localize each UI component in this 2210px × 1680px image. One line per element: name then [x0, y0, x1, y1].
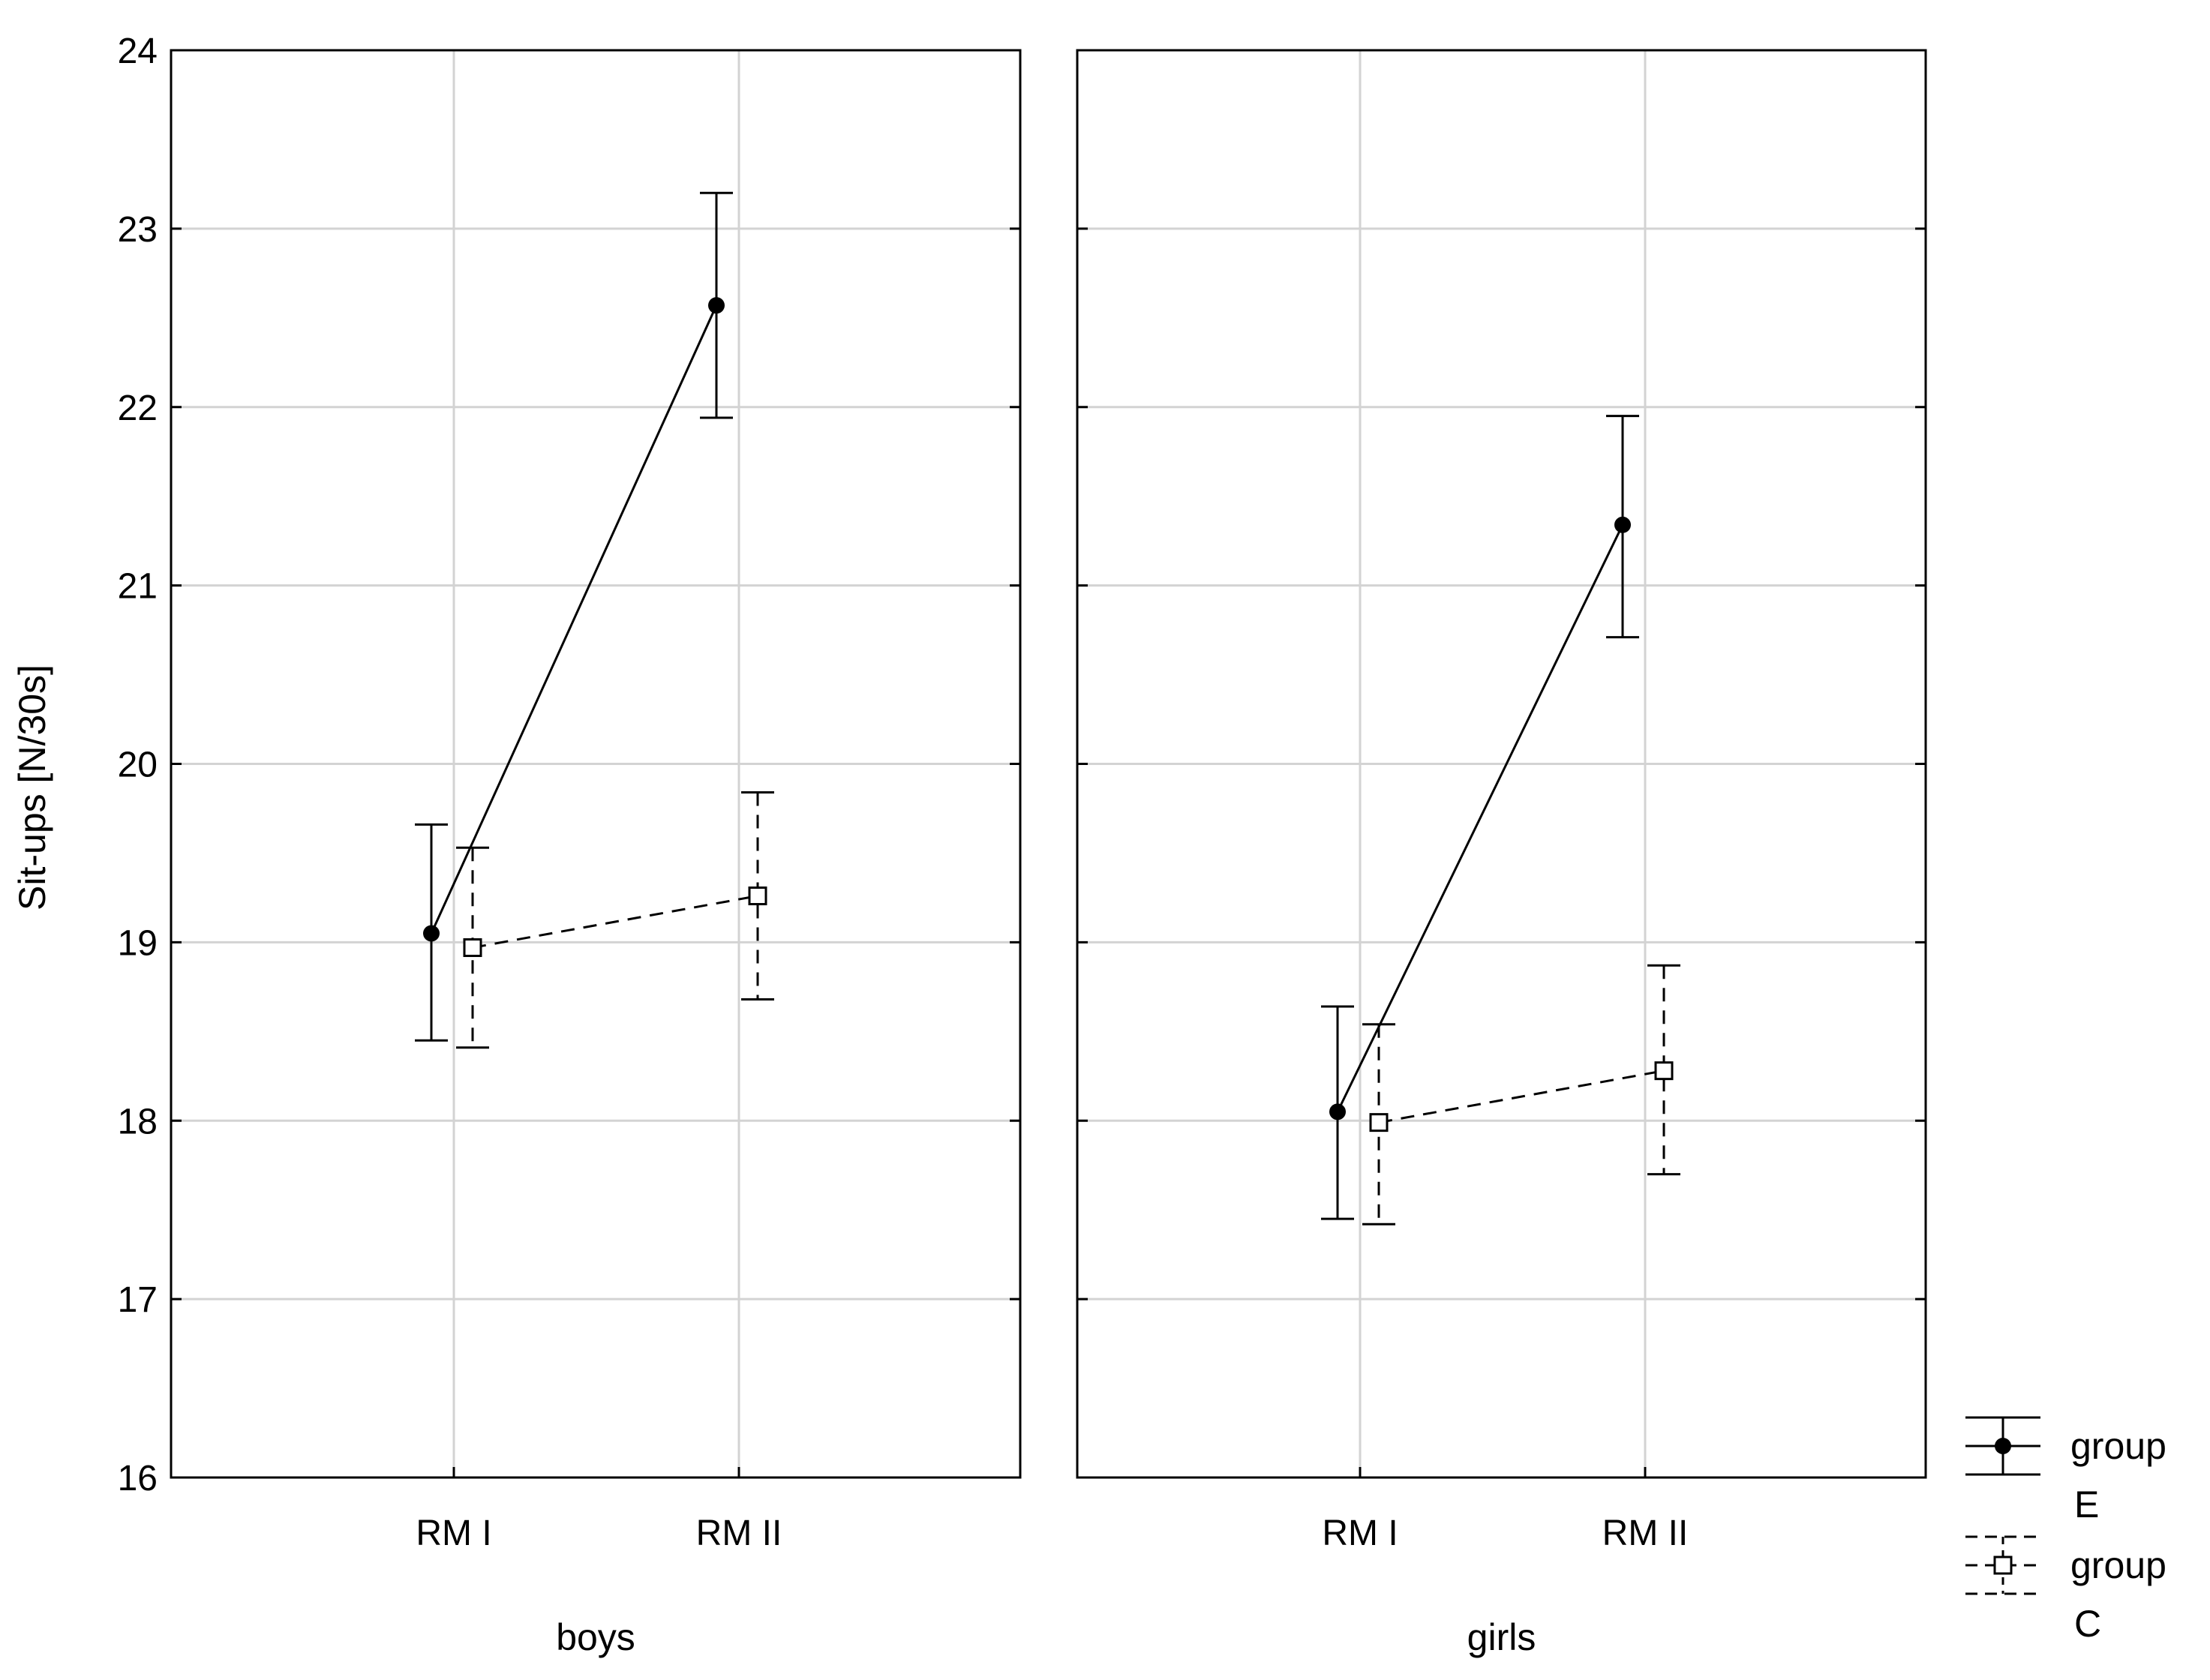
y-tick-label: 24	[118, 32, 158, 71]
legend-label: group	[2070, 1544, 2166, 1586]
data-point	[423, 925, 440, 942]
series-group-e	[1321, 415, 1639, 1220]
data-point	[1654, 1061, 1674, 1081]
y-tick-label: 22	[118, 388, 158, 428]
data-point	[1329, 1103, 1346, 1120]
series-group-c	[1362, 964, 1680, 1226]
data-point	[748, 886, 767, 906]
panel-label: boys	[556, 1616, 635, 1658]
panel-1: 16 17 18 19 20 21 22 23 24 RM I RM II boys	[118, 32, 1022, 1658]
panel-2: RM I RM II girls	[1076, 49, 1927, 1658]
x-tick-label: RM II	[1602, 1514, 1689, 1553]
series-line	[472, 895, 758, 949]
series-line	[430, 304, 718, 934]
data-point	[463, 938, 482, 958]
y-tick-label: 20	[118, 746, 158, 785]
y-axis-label: Sit-ups [N/30s]	[11, 664, 53, 910]
x-tick-label: RM I	[416, 1514, 491, 1553]
data-point	[1369, 1113, 1389, 1132]
panel-label: girls	[1467, 1616, 1536, 1658]
legend-label: group	[2070, 1425, 2166, 1467]
y-tick-label: 23	[118, 210, 158, 250]
y-tick-label: 16	[118, 1459, 158, 1498]
data-point	[1614, 516, 1631, 533]
legend-label-group: C	[2074, 1603, 2101, 1645]
series-line	[1336, 524, 1624, 1113]
x-tick-label: RM I	[1322, 1514, 1398, 1553]
legend-marker	[1995, 1438, 2011, 1454]
chart-panels: 16 17 18 19 20 21 22 23 24 RM I RM II boys RM I RM II…	[118, 32, 1927, 1658]
series-group-e	[415, 191, 733, 1042]
legend-item-group-e: group E	[1965, 1416, 2166, 1526]
series-group-c	[456, 791, 774, 1049]
legend-marker	[1993, 1556, 2013, 1575]
x-tick-label: RM II	[696, 1514, 782, 1553]
y-tick-label: 17	[118, 1280, 158, 1320]
legend-item-group-c: group C	[1965, 1535, 2166, 1645]
data-point	[708, 297, 725, 314]
y-tick-label: 19	[118, 923, 158, 963]
y-tick-label: 21	[118, 567, 158, 607]
legend-label-group: E	[2074, 1484, 2099, 1526]
y-tick-label: 18	[118, 1102, 158, 1142]
series-line	[1378, 1070, 1665, 1124]
